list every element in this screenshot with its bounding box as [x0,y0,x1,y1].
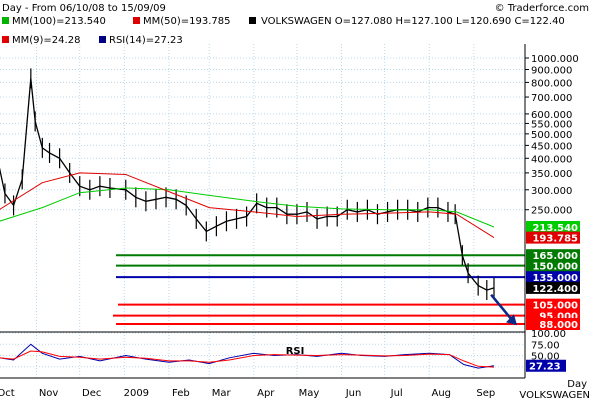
level-tag [526,298,580,311]
price-tick-label: 450.000 [531,141,572,152]
mm100-swatch [2,17,9,24]
price-tick-label: 1000.000 [531,54,579,65]
symbol-label: VOLKSWAGEN [519,390,590,400]
level-tag-label: 135.000 [532,273,578,284]
level-tag [526,271,580,284]
level-tag-label: 105.000 [532,301,578,312]
mm9-legend: MM(9)=24.28 [12,35,80,46]
level-tag [526,249,580,262]
value-tag [526,231,580,244]
arrow-shaft [490,293,514,323]
arrow-head [506,314,517,326]
price-tick-label: 250.000 [531,206,572,217]
rsi-series-line [0,350,495,368]
mm50-swatch [133,17,140,24]
price-tick-label: 700.000 [531,93,572,104]
x-tick-label: Jun [345,388,362,399]
x-tick-label: Jul [390,388,403,399]
legend-row-2: MM(9)=24.28 RSI(14)=27.23 [2,35,183,46]
x-tick-label: Apr [257,388,275,399]
mm9-swatch [2,36,9,43]
price-series [0,68,495,301]
copyright-text: © Traderforce.com [495,3,589,14]
x-tick-label: Mar [212,388,232,399]
forecast-arrow [490,293,517,326]
price-tick-label: 300.000 [531,186,572,197]
value-tag-label: 193.785 [532,234,578,245]
level-tag-label: 150.000 [532,262,578,273]
value-tag [526,281,580,294]
rsi-gridlines [0,332,525,368]
value-tag-label: 213.540 [532,223,578,234]
x-tick-label: Feb [172,388,190,399]
price-tick-label: 550.000 [531,119,572,130]
x-tick-label: Aug [431,388,451,399]
x-tick-label: May [299,388,320,399]
chart-title: Day - From 06/10/08 to 15/09/09 [2,3,166,14]
x-tick-label: Oct [0,388,15,399]
legend-row-1: MM(100)=213.540 MM(50)=193.785 VOLKSWAGE… [2,16,565,27]
period-label: Day [567,379,587,390]
rsi-tick-label: 100.00 [531,329,566,340]
price-tick-label: 800.000 [531,78,572,89]
price-tick-label: 350.000 [531,169,572,180]
rsi-value-tag-label: 27.23 [529,362,561,373]
value-tag-label: 122.400 [532,284,578,295]
rsi-panel-title: RSI [286,346,305,357]
level-tag-label: 88.000 [539,320,578,331]
price-tick-label: 500.000 [531,130,572,141]
rsi-series [0,343,495,369]
mm100-legend: MM(100)=213.540 [12,16,106,27]
level-tag [526,259,580,272]
rsi-tick-label: 75.00 [531,340,560,351]
price-tick-label: 600.000 [531,110,572,121]
series-line [0,78,495,291]
rsi-series-line [0,343,495,369]
price-swatch [249,17,256,24]
price-legend: VOLKSWAGEN O=127.080 H=127.100 L=120.690… [261,16,565,27]
x-tick-label: Nov [39,388,59,399]
time-axis: Oct Nov Dec 2009 Feb Mar Apr May Jun Jul Aug Sep [0,388,495,399]
level-tag-label: 165.000 [532,251,578,262]
rsi-tick-label: 50.00 [531,352,560,363]
mm50-legend: MM(50)=193.785 [143,16,231,27]
rsi-value-tag [526,359,566,372]
x-tick-label: Dec [82,388,101,399]
price-tick-label: 400.000 [531,154,572,165]
price-tick-label: 900.000 [531,66,572,77]
series-line [0,172,495,239]
x-tick-label: 2009 [124,388,149,399]
value-tag [526,220,580,233]
series-line [0,187,495,228]
rsi-legend: RSI(14)=27.23 [109,35,183,46]
x-tick-label: Sep [476,388,495,399]
rsi-swatch [99,36,106,43]
level-tag-label: 95.000 [539,312,578,323]
level-tag [526,318,580,330]
